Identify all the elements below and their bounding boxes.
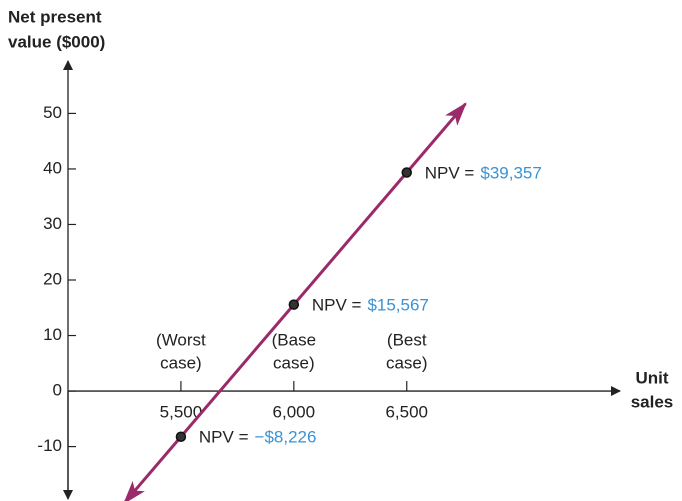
x-axis-label: Unit xyxy=(635,369,668,388)
point xyxy=(288,299,300,310)
y-tick-label: -10 xyxy=(37,436,62,455)
case-label: case) xyxy=(160,354,202,373)
point xyxy=(175,431,187,442)
npv-prefix: NPV = xyxy=(199,428,249,447)
y-tick-label: 50 xyxy=(43,103,62,122)
x-axis-label: sales xyxy=(631,393,674,412)
y-tick-label: 20 xyxy=(43,269,62,288)
point-label: NPV = $15,567 xyxy=(312,296,429,315)
value-label: −$8,226 xyxy=(255,428,317,447)
trend-extension-low xyxy=(123,435,183,501)
case-label: (Best xyxy=(387,331,427,350)
point-label: NPV = −$8,226 xyxy=(199,428,317,447)
y-axis-label: Net present xyxy=(8,7,102,26)
npv-prefix: NPV = xyxy=(425,164,475,183)
y-tick-label: 40 xyxy=(43,158,62,177)
case-label: (Worst xyxy=(156,331,206,350)
value-label: $39,357 xyxy=(480,164,541,183)
point-label: NPV = $39,357 xyxy=(425,164,542,183)
case-label: case) xyxy=(386,354,428,373)
x-tick-label: 5,500 xyxy=(160,403,203,422)
npv-prefix: NPV = xyxy=(312,296,362,315)
y-tick-label: 0 xyxy=(53,381,62,400)
x-tick-label: 6,500 xyxy=(385,403,428,422)
case-label: (Base xyxy=(272,331,316,350)
value-label: $15,567 xyxy=(367,296,428,315)
trend-extension-high xyxy=(405,102,467,174)
y-axis-label: value ($000) xyxy=(8,32,105,51)
case-label: case) xyxy=(273,354,315,373)
x-tick-label: 6,000 xyxy=(273,403,316,422)
y-tick-label: 10 xyxy=(43,325,62,344)
point xyxy=(401,167,412,178)
y-tick-label: 30 xyxy=(43,214,62,233)
